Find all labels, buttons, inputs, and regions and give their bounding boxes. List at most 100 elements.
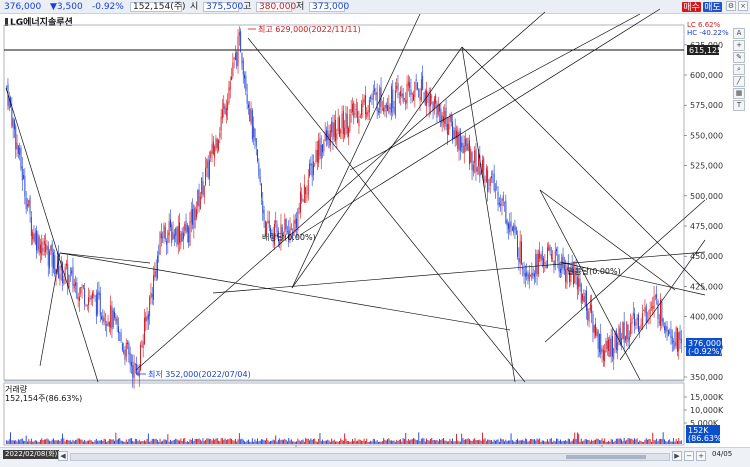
candle-body <box>270 227 272 236</box>
volume-bar <box>318 438 320 444</box>
volume-bar <box>158 441 160 444</box>
candle-body <box>463 145 465 153</box>
settings-icon[interactable]: ⚙ <box>726 1 736 11</box>
candle-body <box>432 101 434 112</box>
volume-bar <box>501 439 503 444</box>
buy-button[interactable]: 매수 <box>682 2 701 13</box>
volume-bar <box>94 440 96 444</box>
volume-bar <box>59 441 61 444</box>
volume-bar <box>162 440 164 444</box>
volume-value: 152,154주(86.63%) <box>5 394 83 403</box>
tool-auto-icon[interactable]: A <box>733 28 745 39</box>
volume-bar <box>419 440 421 444</box>
candle-body <box>639 327 641 330</box>
volume-bar <box>678 438 680 444</box>
volume-bar <box>526 439 528 444</box>
volume-bar <box>140 441 142 444</box>
scroll-left-icon[interactable]: ◀ <box>58 451 68 461</box>
candle-body <box>231 76 233 81</box>
volume-bar <box>536 438 538 444</box>
volume-bar <box>101 439 103 444</box>
candle-body <box>470 149 472 163</box>
candle-body <box>26 204 28 207</box>
volume-bar <box>641 441 643 444</box>
candle-body <box>78 296 80 302</box>
candle-body <box>634 313 636 326</box>
volume-bar <box>657 441 659 444</box>
candle-body <box>221 109 223 119</box>
volume-bar <box>182 438 184 444</box>
volume-bar <box>142 441 144 444</box>
tool-line-icon[interactable]: ╱ <box>733 76 745 87</box>
candle-body <box>229 81 231 91</box>
candle-body <box>527 274 529 279</box>
tool-pen-icon[interactable]: ✎ <box>733 52 745 63</box>
volume-bar <box>47 439 49 444</box>
candle-body <box>132 365 134 378</box>
y-tick-label: 500,000 <box>690 192 723 201</box>
candle-body <box>177 225 179 245</box>
sell-button[interactable]: 매도 <box>703 2 722 13</box>
candle-body <box>556 249 558 252</box>
volume-bar <box>504 441 506 444</box>
candle-body <box>195 209 197 218</box>
volume-bar <box>679 441 681 444</box>
candle-body <box>489 178 491 187</box>
volume-bar <box>602 440 604 444</box>
volume-bar <box>249 441 251 444</box>
candle-body <box>54 254 56 275</box>
volume-bar <box>64 441 66 444</box>
tool-cross-icon[interactable]: + <box>733 40 745 51</box>
candle-body <box>327 130 329 141</box>
candle-body <box>89 298 91 300</box>
candle-body <box>485 167 487 182</box>
volume-bar <box>595 439 597 444</box>
volume-bar <box>344 433 346 444</box>
candle-body <box>103 317 105 322</box>
scroll-right-icon[interactable]: ▶ <box>672 451 682 461</box>
candle-body <box>517 235 519 257</box>
volume-bar <box>472 439 474 444</box>
candle-body <box>566 266 568 284</box>
candle-body <box>418 88 420 98</box>
candle-body <box>669 332 671 333</box>
candle-body <box>314 164 316 166</box>
zoom-in-icon[interactable]: + <box>696 451 706 461</box>
candle-body <box>411 93 413 95</box>
volume-bar <box>569 439 571 444</box>
volume-bar <box>10 432 12 444</box>
close-icon[interactable]: × <box>738 1 748 11</box>
candle-body <box>88 297 90 306</box>
candle-body <box>631 317 633 324</box>
volume-bar <box>389 440 391 444</box>
tool-zoom-icon[interactable]: ⌕ <box>733 64 745 75</box>
volume-bar <box>628 438 630 444</box>
candle-body <box>610 338 612 357</box>
scrollbar[interactable] <box>70 453 670 461</box>
candle-body <box>674 342 676 348</box>
tool-grid-icon[interactable]: ▦ <box>733 88 745 99</box>
volume-bar <box>446 441 448 444</box>
volume-bar <box>565 440 567 444</box>
candle-body <box>215 138 217 150</box>
volume-bar <box>179 440 181 444</box>
volume-bar <box>567 438 569 444</box>
candle-body <box>37 233 39 250</box>
candle-body <box>142 341 144 349</box>
tool-text-icon[interactable]: T <box>733 100 745 111</box>
y-tick-label: 475,000 <box>690 222 723 231</box>
trendline <box>544 199 706 343</box>
volume-bar <box>597 439 599 444</box>
zoom-out-icon[interactable]: − <box>684 451 694 461</box>
scrollbar-thumb[interactable] <box>566 455 646 459</box>
volume-bar <box>357 440 359 444</box>
volume-bar <box>103 438 105 444</box>
candle-body <box>225 107 227 117</box>
volume-bar <box>134 438 136 444</box>
candle-body <box>383 107 385 112</box>
candle-body <box>63 279 65 285</box>
volume-bar <box>374 439 376 444</box>
candle-body <box>159 232 161 255</box>
volume-bar <box>509 440 511 444</box>
